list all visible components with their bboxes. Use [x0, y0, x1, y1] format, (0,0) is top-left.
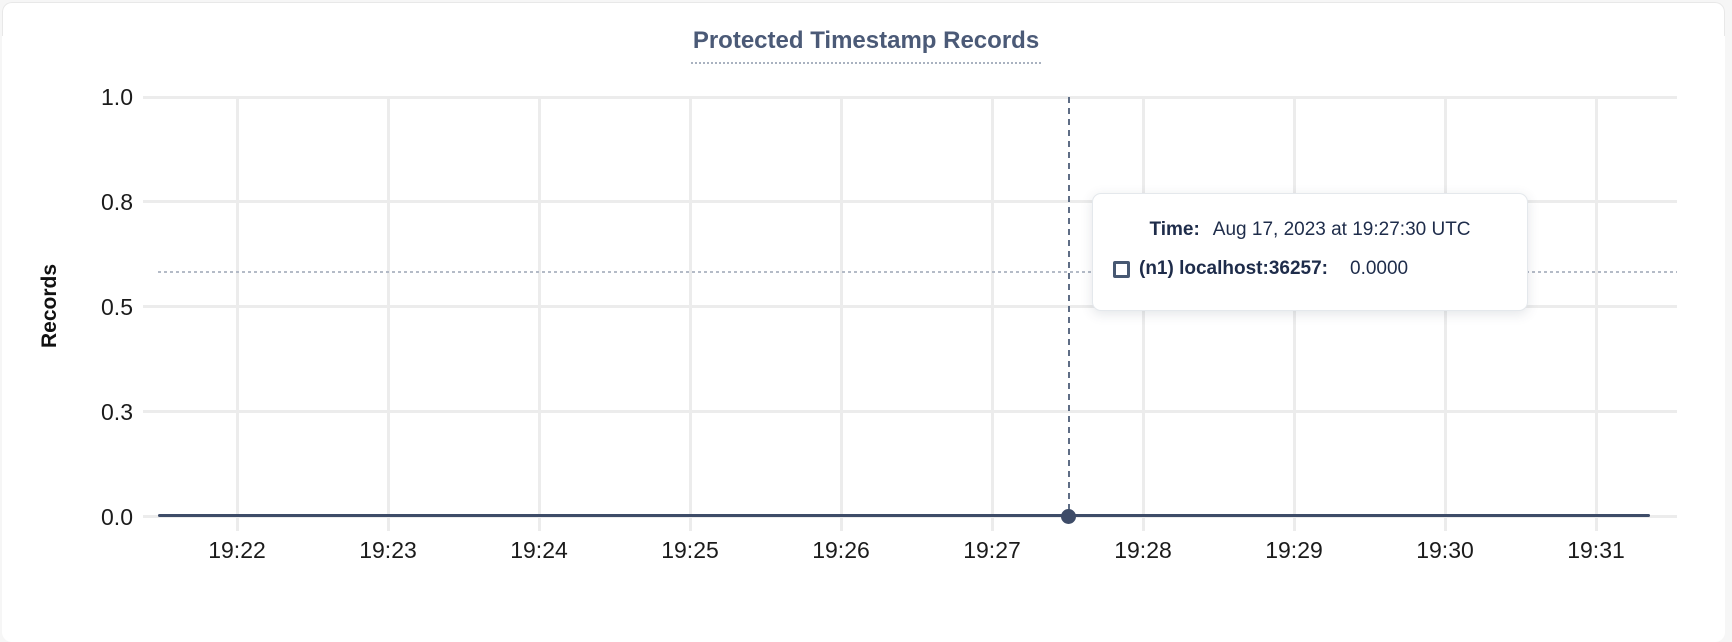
horizontal-gridline	[143, 95, 1677, 99]
y-tick-label: 0.5	[101, 293, 133, 320]
x-tick-label: 19:23	[359, 537, 417, 563]
x-tick-label: 19:25	[661, 537, 719, 563]
tooltip-series-label: (n1) localhost:36257:	[1139, 258, 1328, 279]
vertical-gridline	[235, 97, 239, 531]
x-tick-label: 19:26	[812, 537, 870, 563]
tooltip-series-row: (n1) localhost:36257: 0.0000	[1093, 258, 1527, 280]
tooltip-time-value: Aug 17, 2023 at 19:27:30 UTC	[1212, 219, 1471, 240]
hover-crosshair-vertical	[1068, 97, 1070, 517]
x-tick-label: 19:22	[208, 537, 266, 563]
tooltip: Time: Aug 17, 2023 at 19:27:30 UTC (n1) l…	[1092, 193, 1528, 311]
tooltip-time-label: Time:	[1149, 219, 1200, 240]
x-tick-label: 19:24	[510, 537, 568, 563]
x-tick-label: 19:27	[963, 537, 1021, 563]
horizontal-gridline	[143, 305, 1677, 309]
vertical-gridline	[1141, 97, 1145, 531]
vertical-gridline	[990, 97, 994, 531]
data-series-line	[158, 514, 1650, 517]
horizontal-gridline	[143, 410, 1677, 414]
y-tick-label: 0.0	[101, 503, 133, 530]
hover-guideline-horizontal	[158, 271, 1677, 273]
vertical-gridline	[1292, 97, 1296, 531]
tooltip-time-row: Time: Aug 17, 2023 at 19:27:30 UTC	[1093, 219, 1527, 241]
x-tick-label: 19:31	[1567, 537, 1625, 563]
horizontal-gridline	[143, 200, 1677, 204]
x-tick-label: 19:29	[1265, 537, 1323, 563]
y-tick-label: 1.0	[101, 84, 133, 110]
y-tick-label: 0.3	[101, 398, 133, 425]
vertical-gridline	[537, 97, 541, 531]
chart-header: Protected Timestamp Records	[0, 27, 1732, 64]
tooltip-series-value: 0.0000	[1350, 258, 1409, 279]
vertical-gridline	[688, 97, 692, 531]
vertical-gridline	[1443, 97, 1447, 531]
legend-checkbox-icon	[1113, 260, 1130, 278]
vertical-gridline	[1594, 97, 1598, 531]
vertical-gridline	[839, 97, 843, 531]
y-tick-label: 0.8	[101, 188, 133, 215]
chart-title[interactable]: Protected Timestamp Records	[690, 27, 1042, 64]
x-tick-label: 19:28	[1114, 537, 1172, 563]
hover-point	[1061, 509, 1076, 524]
x-tick-label: 19:30	[1416, 537, 1474, 563]
vertical-gridline	[386, 97, 390, 531]
